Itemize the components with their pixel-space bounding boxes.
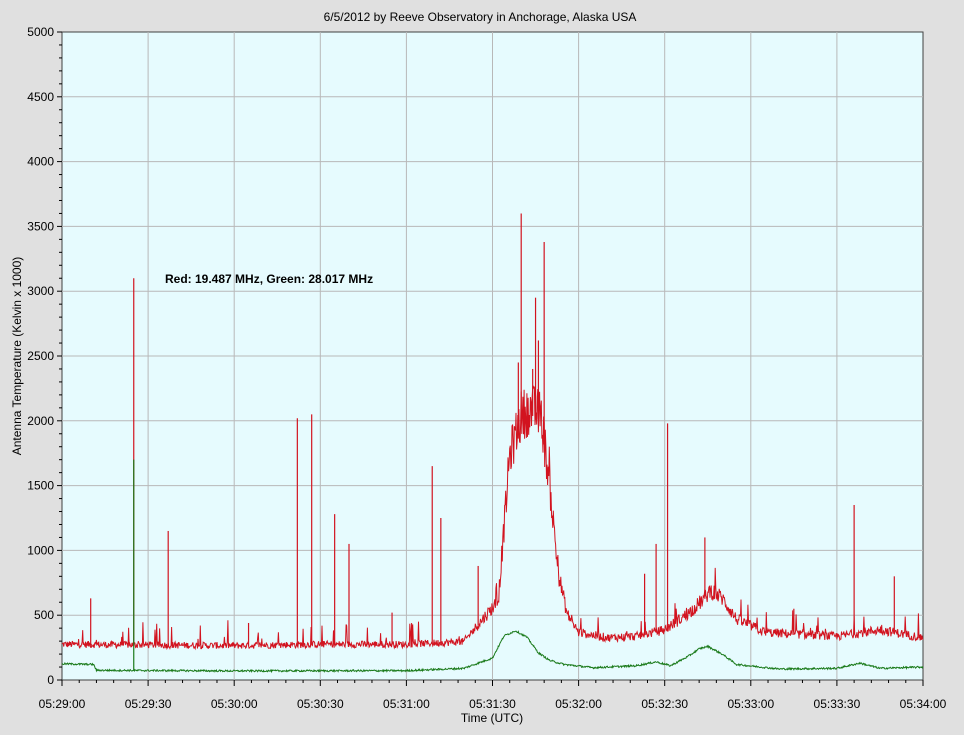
x-tick-label: 05:30:00: [211, 697, 258, 711]
axes: 0 500 1000 1500 2000 2500 3000 3500 4000 4500 5000…: [27, 25, 946, 711]
x-tick-label: 05:33:00: [727, 697, 774, 711]
series-1-line: [61, 385, 924, 651]
series-2-line: [61, 630, 924, 674]
grid-lines: [62, 32, 923, 680]
y-tick-label: 1000: [27, 543, 54, 557]
x-tick-label: 05:34:00: [900, 697, 947, 711]
x-tick-label: 05:29:30: [125, 697, 172, 711]
series-layer: [61, 213, 924, 674]
x-tick-label: 05:32:00: [555, 697, 602, 711]
x-tick-label: 05:33:30: [814, 697, 861, 711]
x-tick-label: 05:31:30: [469, 697, 516, 711]
x-tick-label: 05:31:00: [383, 697, 430, 711]
y-tick-label: 2500: [27, 349, 54, 363]
y-tick-label: 4500: [27, 90, 54, 104]
y-tick-label: 3500: [27, 219, 54, 233]
x-axis-label: Time (UTC): [461, 711, 523, 725]
y-tick-label: 2000: [27, 414, 54, 428]
y-tick-label: 500: [34, 608, 54, 622]
y-tick-label: 4000: [27, 155, 54, 169]
y-tick-label: 3000: [27, 284, 54, 298]
chart-title: 6/5/2012 by Reeve Observatory in Anchora…: [324, 10, 637, 24]
x-tick-label: 05:29:00: [39, 697, 86, 711]
x-tick-label: 05:32:30: [641, 697, 688, 711]
x-tick-label: 05:30:30: [297, 697, 344, 711]
series-annotation: Red: 19.487 MHz, Green: 28.017 MHz: [165, 272, 373, 286]
y-tick-label: 5000: [27, 25, 54, 39]
y-axis-label: Antenna Temperature (Kelvin x 1000): [10, 257, 24, 456]
y-tick-label: 0: [47, 673, 54, 687]
y-tick-label: 1500: [27, 479, 54, 493]
